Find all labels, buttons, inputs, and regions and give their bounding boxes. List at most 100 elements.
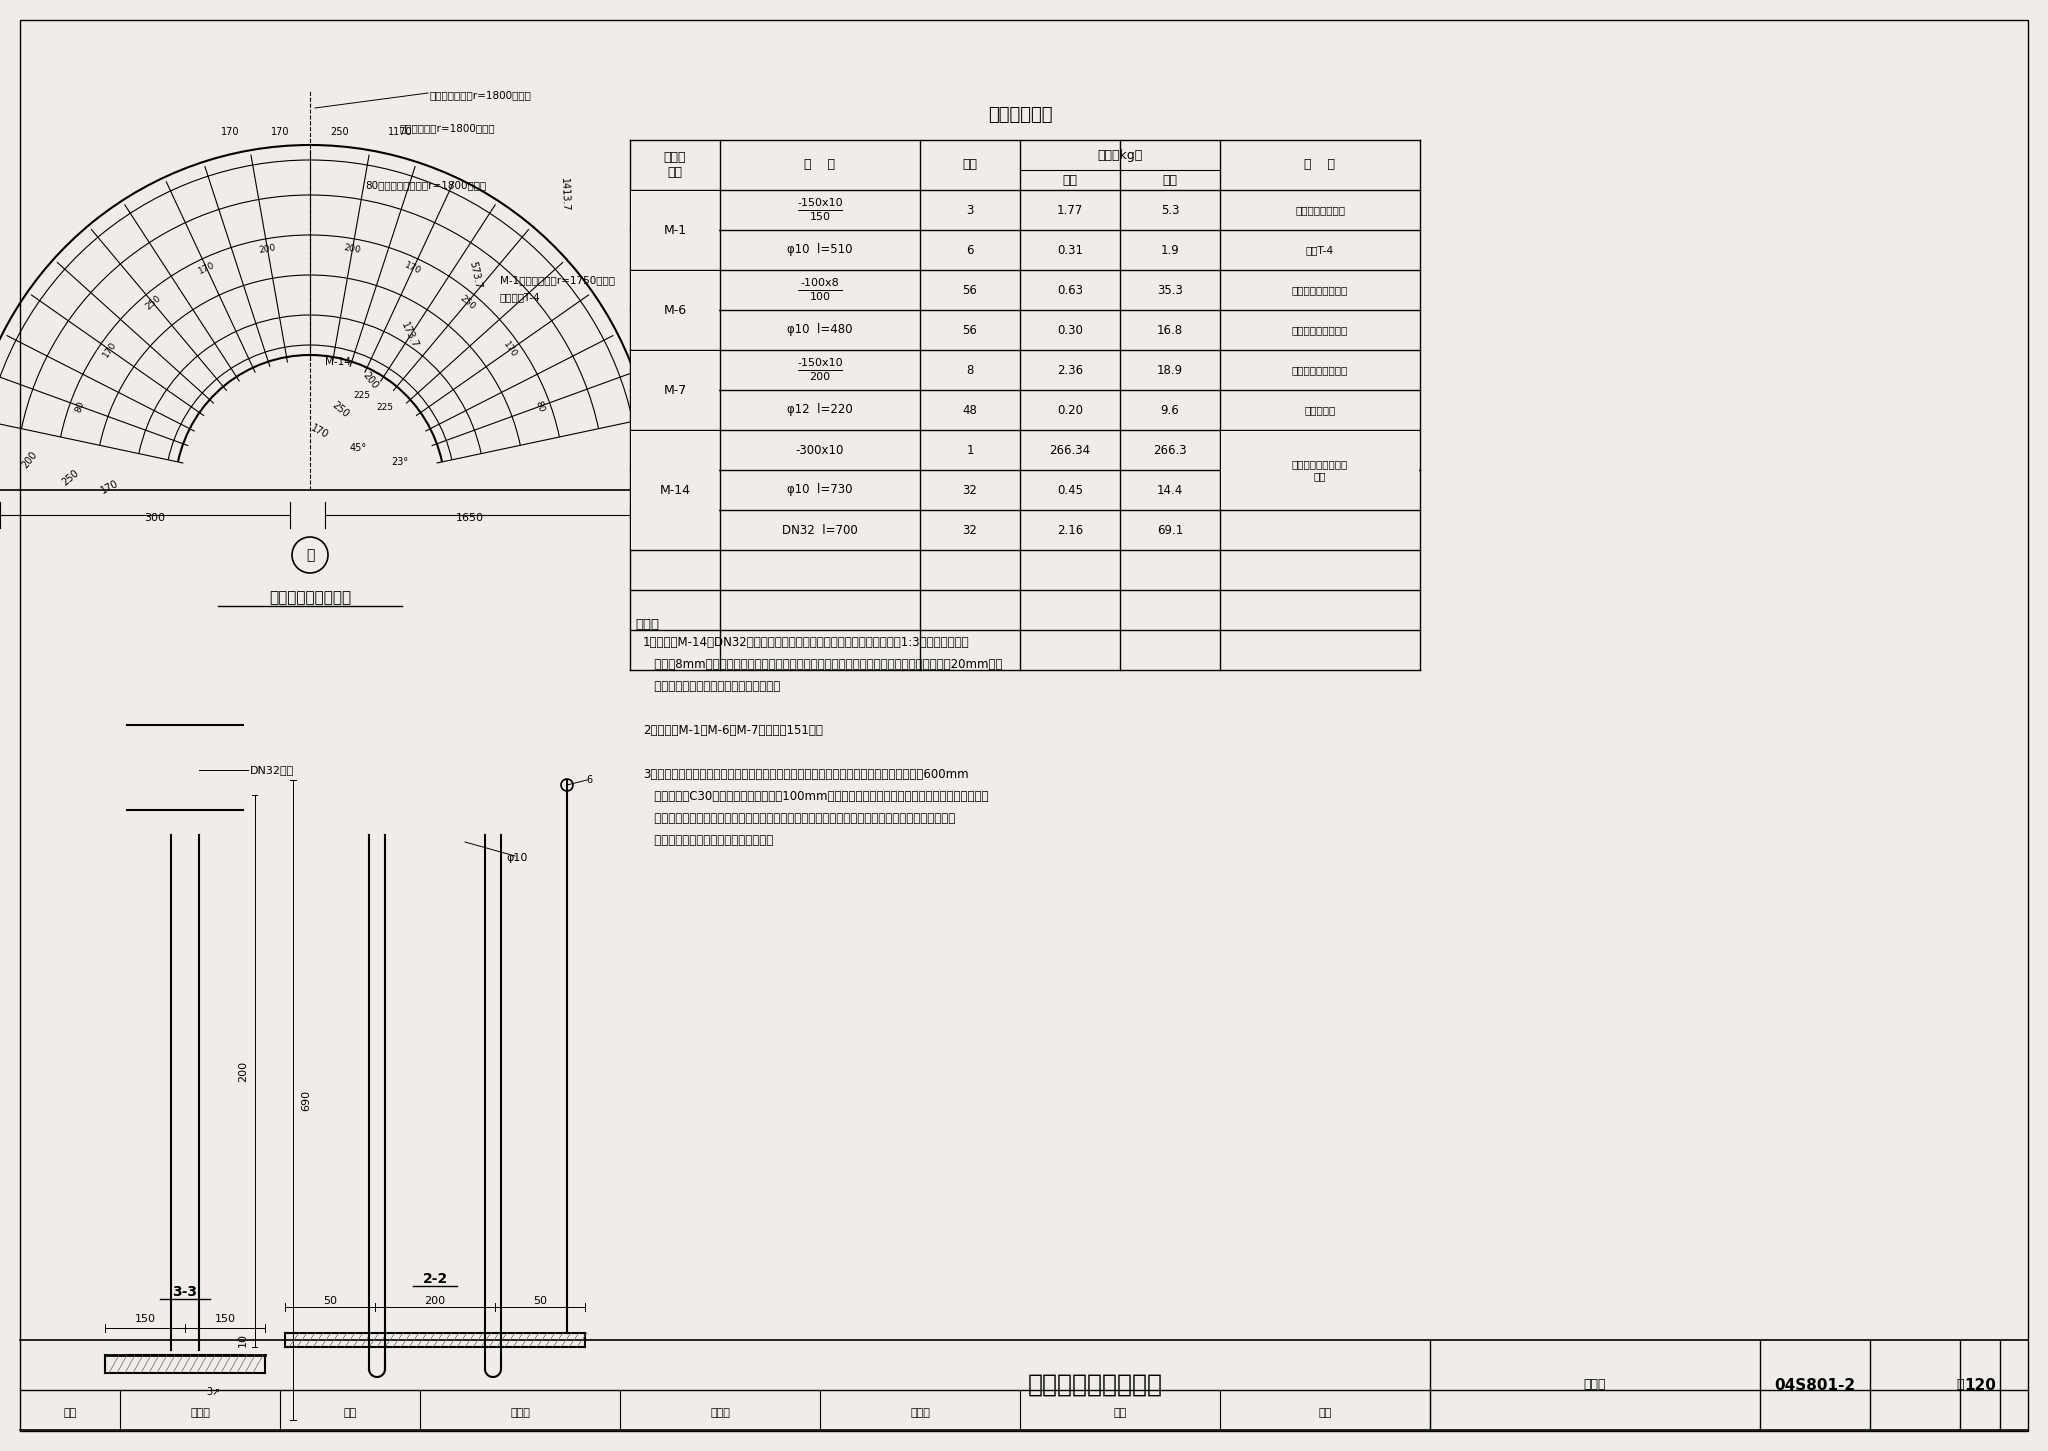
Text: 173.7: 173.7: [399, 321, 420, 350]
Text: 说明：: 说明：: [635, 618, 659, 631]
Text: 200: 200: [344, 244, 362, 255]
Text: 266.34: 266.34: [1049, 444, 1092, 457]
Text: -150x10: -150x10: [797, 358, 844, 369]
Text: 266.3: 266.3: [1153, 444, 1186, 457]
Text: φ10  l=480: φ10 l=480: [786, 324, 852, 337]
Text: 0.30: 0.30: [1057, 324, 1083, 337]
Text: φ12  l=220: φ12 l=220: [786, 403, 852, 416]
Text: 80钢匝钢筋位置（沿r=1800弧长）: 80钢匝钢筋位置（沿r=1800弧长）: [365, 180, 485, 190]
Text: 2.36: 2.36: [1057, 364, 1083, 376]
Text: 200: 200: [360, 370, 379, 390]
Text: 水箱吊杆及预埋件图: 水箱吊杆及预埋件图: [268, 591, 350, 605]
Text: 2-2: 2-2: [422, 1273, 449, 1286]
Text: 170: 170: [100, 340, 119, 360]
Text: 1170: 1170: [387, 128, 412, 136]
Text: 1.9: 1.9: [1161, 244, 1180, 257]
Text: φ10: φ10: [506, 853, 528, 863]
Text: 0.20: 0.20: [1057, 403, 1083, 416]
Text: M-7: M-7: [664, 383, 686, 396]
Text: 2.16: 2.16: [1057, 524, 1083, 537]
Bar: [631, 271, 719, 350]
Text: 200: 200: [258, 244, 276, 255]
Text: 数量: 数量: [963, 158, 977, 171]
Text: 14.4: 14.4: [1157, 483, 1184, 496]
Text: 1650: 1650: [457, 514, 483, 522]
Text: 0.31: 0.31: [1057, 244, 1083, 257]
Text: DN32  l=700: DN32 l=700: [782, 524, 858, 537]
Bar: [1221, 431, 1419, 509]
Text: M-14: M-14: [326, 357, 350, 367]
Text: M-1: M-1: [664, 223, 686, 237]
Text: 备    注: 备 注: [1305, 158, 1335, 171]
Text: 水箱预埋件表: 水箱预埋件表: [987, 106, 1053, 123]
Text: 1．预埋件M-14上DN32钢管用于提升水箱时穿吊杆，在水箱提升完毕后用1:3水泥砂浆填实，: 1．预埋件M-14上DN32钢管用于提升水箱时穿吊杆，在水箱提升完毕后用1:3水…: [643, 637, 969, 650]
Text: 200: 200: [424, 1296, 446, 1306]
Text: 0.63: 0.63: [1057, 283, 1083, 296]
Text: 审学识: 审学识: [711, 1407, 729, 1418]
Text: φ10  l=510: φ10 l=510: [786, 244, 852, 257]
Bar: [631, 431, 719, 548]
Text: 0.45: 0.45: [1057, 483, 1083, 496]
Text: 56: 56: [963, 324, 977, 337]
Text: 梁及支筒表面紧密粘结，防止渗漏水。: 梁及支筒表面紧密粘结，防止渗漏水。: [643, 834, 774, 847]
Text: 18.9: 18.9: [1157, 364, 1184, 376]
Text: φ10  l=730: φ10 l=730: [786, 483, 852, 496]
Text: 预埋件
编号: 预埋件 编号: [664, 151, 686, 178]
Text: 250: 250: [59, 469, 80, 488]
Text: 2．预埋件M-1、M-6、M-7的详图见151页。: 2．预埋件M-1、M-6、M-7的详图见151页。: [643, 724, 823, 737]
Text: 170: 170: [197, 261, 217, 276]
Text: 100: 100: [809, 292, 831, 302]
Text: 150: 150: [809, 212, 831, 222]
Text: 250: 250: [457, 295, 477, 312]
Text: 32: 32: [963, 524, 977, 537]
Text: 8: 8: [967, 364, 973, 376]
Text: 宋绍先: 宋绍先: [190, 1407, 211, 1418]
Text: 250: 250: [330, 128, 350, 136]
Text: 设计: 设计: [1114, 1407, 1126, 1418]
Text: 690: 690: [301, 1090, 311, 1110]
Text: 高范围内填C30细石膨胀混凝土，上部100mm范围内填环氧树脂砂浆。在下环梁高度范围内，支筒: 高范围内填C30细石膨胀混凝土，上部100mm范围内填环氧树脂砂浆。在下环梁高度…: [643, 791, 989, 804]
Text: 50: 50: [532, 1296, 547, 1306]
Text: 48: 48: [963, 403, 977, 416]
Bar: [631, 351, 719, 429]
Text: 页: 页: [1956, 1378, 1964, 1392]
Text: 170: 170: [502, 340, 518, 360]
Text: 钢管位置应与水箱提升架吊杆位置一致。: 钢管位置应与水箱提升架吊杆位置一致。: [643, 681, 780, 694]
Text: -150x10: -150x10: [797, 197, 844, 207]
Text: 80: 80: [74, 399, 86, 414]
Text: M-1中心位置（沿r=1750弧长）: M-1中心位置（沿r=1750弧长）: [500, 276, 614, 284]
Bar: [631, 192, 719, 268]
Text: 1: 1: [967, 444, 973, 457]
Text: 80: 80: [532, 399, 547, 414]
Text: （钢管）及塔顶栏杆: （钢管）及塔顶栏杆: [1292, 325, 1348, 335]
Text: 200: 200: [238, 1061, 248, 1081]
Text: 单重: 单重: [1063, 174, 1077, 187]
Text: 用于焊接避雷针及: 用于焊接避雷针及: [1294, 205, 1346, 215]
Text: 3: 3: [967, 203, 973, 216]
Text: 用于固定支筒顶栏杆: 用于固定支筒顶栏杆: [1292, 366, 1348, 374]
Text: 200: 200: [809, 371, 831, 382]
Text: 用于提升水箱及固定
水箱: 用于提升水箱及固定 水箱: [1292, 459, 1348, 480]
Text: 170: 170: [221, 128, 240, 136]
Text: 钢管位置（沿r=1800弧长）: 钢管位置（沿r=1800弧长）: [399, 123, 496, 133]
Text: 120: 120: [1964, 1377, 1997, 1393]
Text: 佐藤测: 佐藤测: [909, 1407, 930, 1418]
Text: 外表面应事先凿毛，并洗刷干净，在填灌细石混凝土和环氧树脂砂浆时，应捣实，使其与水箱下环: 外表面应事先凿毛，并洗刷干净，在填灌细石混凝土和环氧树脂砂浆时，应捣实，使其与水…: [643, 813, 954, 826]
Text: 何进: 何进: [1319, 1407, 1331, 1418]
Text: M-14: M-14: [659, 483, 690, 496]
Text: 23°: 23°: [391, 457, 408, 467]
Text: 250: 250: [330, 400, 350, 419]
Text: 35.3: 35.3: [1157, 283, 1184, 296]
Text: 225: 225: [354, 390, 371, 399]
Text: 固定T-4: 固定T-4: [1307, 245, 1333, 255]
Text: 150: 150: [135, 1315, 156, 1323]
Text: 50: 50: [324, 1296, 338, 1306]
Text: 200: 200: [20, 450, 39, 470]
Text: 225: 225: [377, 402, 393, 412]
Text: 用于固定支筒顶栏杆: 用于固定支筒顶栏杆: [1292, 284, 1348, 295]
Text: 共重: 共重: [1163, 174, 1178, 187]
Text: -100x8: -100x8: [801, 279, 840, 287]
Text: DN32钢管: DN32钢管: [250, 765, 295, 775]
Text: （工字钢）: （工字钢）: [1305, 405, 1335, 415]
Text: 56: 56: [963, 283, 977, 296]
